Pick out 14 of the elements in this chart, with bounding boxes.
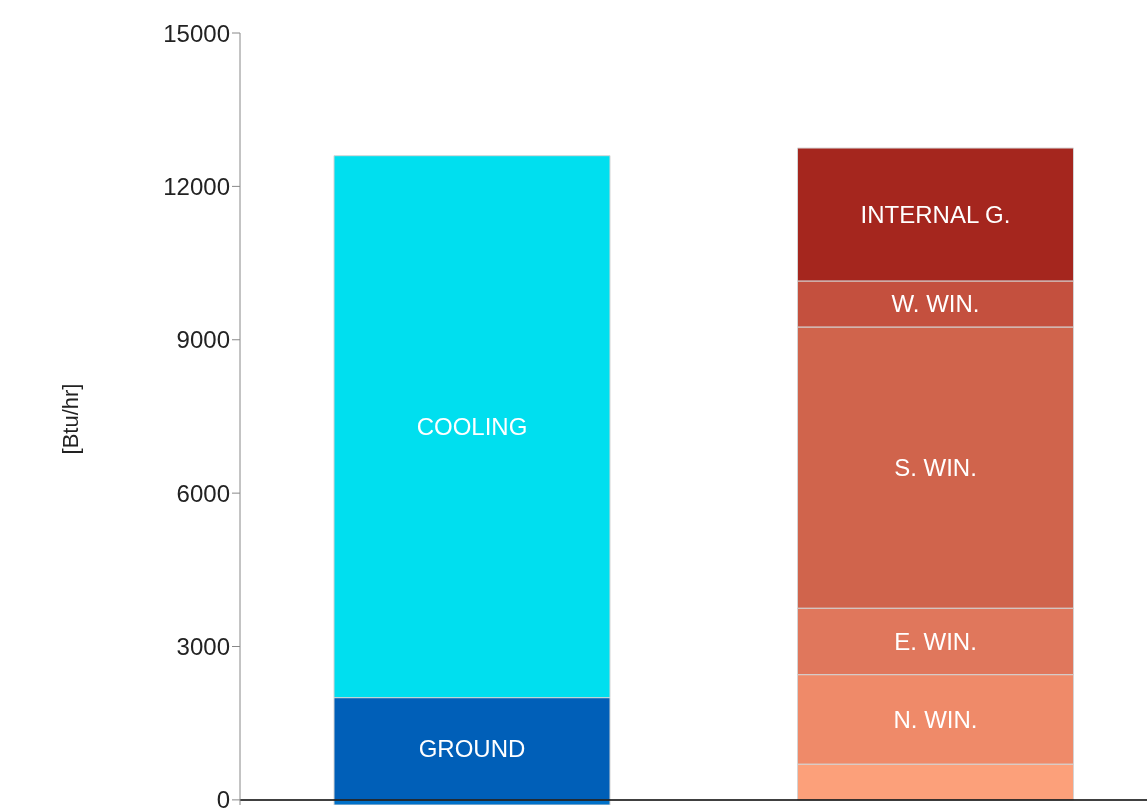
y-tick-label: 15000 — [163, 19, 230, 47]
y-tick-label: 12000 — [163, 172, 230, 200]
series-label: E. WIN. — [894, 627, 977, 655]
series-label: W. WIN. — [891, 290, 980, 318]
series-label: S. WIN. — [894, 454, 977, 482]
series-label: COOLING — [416, 413, 528, 441]
series-label: N. WIN. — [893, 705, 978, 733]
y-axis-title: [Btu/hr] — [57, 383, 83, 455]
y-tick-label: 9000 — [176, 326, 230, 354]
y-tick-label: 3000 — [176, 633, 230, 661]
series-label: INTERNAL G. — [860, 201, 1011, 228]
series-label: GROUND — [418, 735, 526, 763]
y-tick-label: 0 — [216, 786, 230, 810]
y-tick-label: 6000 — [176, 479, 230, 507]
